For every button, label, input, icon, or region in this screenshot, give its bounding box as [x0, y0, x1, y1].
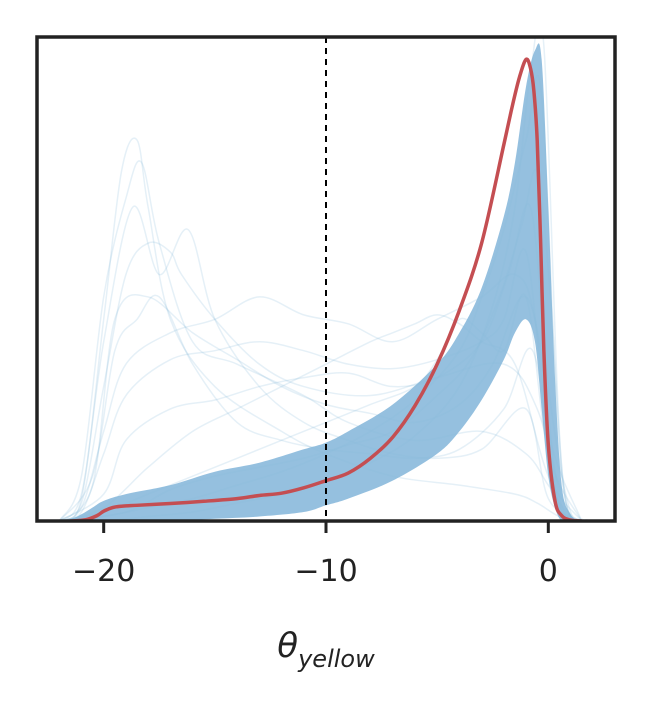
- sample-curve-8: [59, 74, 589, 521]
- sample-curve-1: [58, 160, 593, 521]
- sample-curve-12: [58, 205, 583, 521]
- sample-curve-7: [59, 293, 583, 521]
- x-tick-label: −10: [294, 554, 357, 589]
- sample-band: [48, 43, 593, 521]
- x-axis-label-subscript: yellow: [297, 645, 375, 673]
- sample-curve-5: [58, 294, 583, 521]
- sample-curve-11: [58, 294, 583, 521]
- x-axis-ticks: −20 −10 0: [72, 521, 558, 589]
- sample-curve-4: [58, 248, 583, 521]
- mean-curve-0: [70, 57, 582, 521]
- sample-curve-10: [59, 168, 594, 521]
- x-axis-label-symbol: θ: [277, 626, 298, 666]
- mean-curve-layer: [70, 57, 582, 521]
- sample-curve-13: [59, 314, 583, 521]
- sample-curve-2: [58, 241, 594, 521]
- x-tick-label: −20: [72, 554, 135, 589]
- sample-curve-0: [58, 137, 582, 521]
- x-axis-label: θyellow: [277, 626, 375, 673]
- sample-curve-9: [59, 37, 585, 521]
- sample-curve-3: [58, 273, 583, 521]
- x-tick-label: 0: [539, 554, 558, 589]
